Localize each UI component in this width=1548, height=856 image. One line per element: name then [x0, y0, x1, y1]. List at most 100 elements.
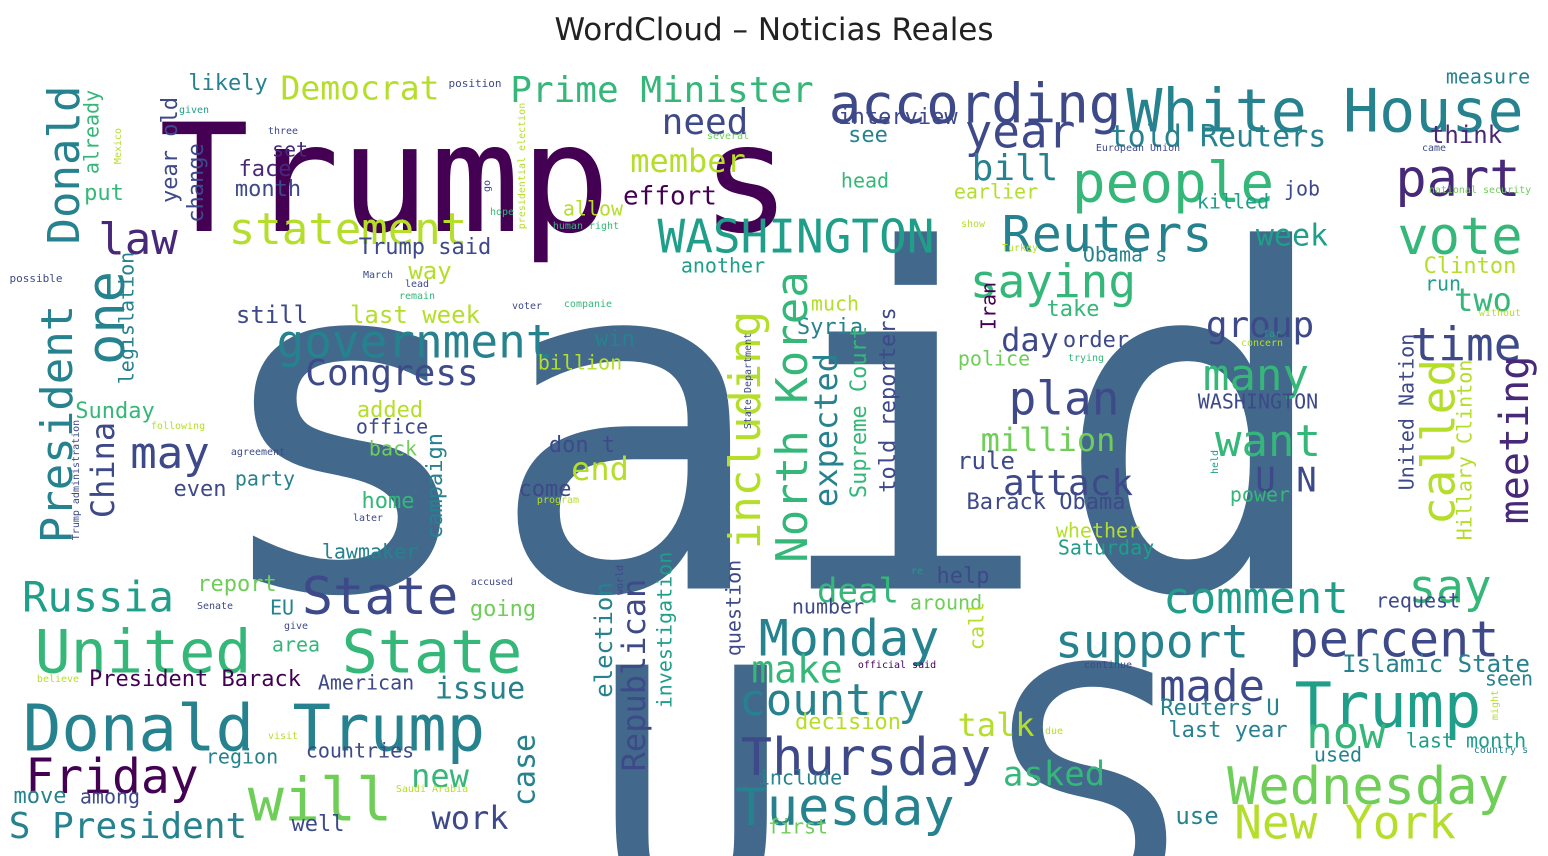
word-people: people	[1072, 151, 1274, 216]
word-week: week	[1256, 219, 1328, 254]
word-much: much	[811, 292, 859, 316]
word-without: without	[1479, 308, 1521, 319]
word-around: around	[910, 591, 982, 615]
word-prime-minister: Prime Minister	[510, 70, 813, 111]
word-government: government	[277, 315, 554, 369]
word-held: held	[1210, 450, 1221, 474]
word-talk: talk	[957, 706, 1034, 744]
word-time: time	[1411, 318, 1522, 372]
word-saturday: Saturday	[1058, 536, 1154, 560]
word-face: face	[239, 157, 292, 182]
word-year-old: year old	[158, 97, 183, 203]
word-sunday: Sunday	[75, 399, 154, 424]
word-law: law	[98, 214, 178, 265]
word-added: added	[357, 398, 423, 423]
word-reuters: Reuters	[1002, 206, 1213, 264]
word-win: win	[595, 327, 635, 352]
word-said: said	[204, 153, 1336, 700]
word-due: due	[1045, 726, 1063, 737]
word-north-korea: North Korea	[767, 271, 818, 562]
word-donald-trump: Donald Trump	[23, 693, 485, 767]
word-national-security: national security	[1429, 185, 1531, 196]
word-several: several	[707, 131, 749, 142]
word-police: police	[958, 347, 1030, 371]
word-interview: interview	[838, 105, 958, 130]
word-come: come	[519, 477, 572, 502]
word-re: re	[911, 566, 923, 577]
word-report: report	[197, 572, 276, 597]
word-countries: countries	[306, 739, 414, 763]
word-came: came	[1422, 143, 1446, 154]
word-march: March	[363, 270, 393, 281]
word-mexico: Mexico	[113, 128, 124, 164]
word-friday: Friday	[25, 749, 198, 805]
word-party: party	[235, 467, 295, 491]
word-say: say	[1408, 560, 1491, 614]
word-job: job	[1284, 177, 1320, 201]
word-election: election	[590, 582, 618, 698]
word-include: include	[758, 766, 842, 790]
word-american: American	[318, 671, 414, 695]
word-continue: continue	[1084, 660, 1132, 671]
word-told-reuters: told Reuters	[1110, 120, 1327, 155]
word-believe: believe	[37, 674, 79, 685]
word-u-n: U N	[1255, 461, 1316, 501]
word-day: day	[1001, 321, 1059, 359]
word-one: one	[77, 271, 137, 365]
word-might: might	[1490, 690, 1501, 720]
word-work: work	[431, 799, 508, 837]
word-companie: companie	[564, 299, 612, 310]
word-order: order	[1063, 328, 1129, 353]
word-need: need	[662, 102, 749, 143]
word-new: new	[411, 757, 470, 795]
word-saudi-arabia: Saudi Arabia	[396, 784, 468, 795]
word-request: request	[1376, 589, 1460, 613]
word-run: run	[1425, 272, 1461, 296]
word-going: going	[470, 597, 536, 622]
word-agreement: agreement	[231, 447, 285, 458]
word-barack-obama: Barack Obama	[967, 490, 1126, 515]
word-china: China	[84, 422, 122, 518]
word-meeting: meeting	[1492, 356, 1538, 525]
word-hope: hope	[490, 207, 514, 218]
word-lawmaker: lawmaker	[322, 540, 418, 564]
word-head: head	[841, 169, 889, 193]
word-decision: decision	[795, 710, 901, 735]
word-way: way	[408, 257, 451, 285]
word-trump-said: Trump said	[359, 235, 491, 260]
word-monday: Monday	[759, 610, 940, 668]
word-still: still	[236, 301, 308, 329]
word-supreme-court: Supreme Court	[847, 326, 872, 498]
word-called: called	[1412, 359, 1466, 525]
word-clinton: Clinton	[1424, 254, 1517, 279]
word-month: month	[235, 177, 301, 202]
word-power: power	[1230, 483, 1290, 507]
word-plan: plan	[1009, 372, 1120, 426]
word-comment: comment	[1163, 573, 1348, 624]
word-made: made	[1159, 661, 1265, 712]
word-billion: billion	[538, 351, 622, 375]
word-trump-s: Trump s	[159, 93, 791, 267]
word-vote: vote	[1397, 207, 1522, 267]
word-reuters-u: Reuters U	[1160, 696, 1279, 721]
word-area: area	[272, 633, 320, 657]
word-voter: voter	[512, 301, 542, 312]
word-take: take	[1047, 297, 1100, 322]
word-help: help	[937, 564, 990, 589]
word-country-s: country s	[1474, 745, 1528, 756]
word-percent: percent	[1289, 611, 1500, 669]
word-number: number	[792, 595, 864, 619]
word-position: position	[449, 77, 502, 90]
word-world: world	[615, 565, 626, 595]
word-far: far	[1263, 329, 1281, 340]
word-part: part	[1395, 149, 1520, 209]
word-many: many	[1203, 350, 1309, 401]
word-president: President	[32, 305, 83, 543]
word-statement: statement	[229, 204, 467, 255]
word-obama-s: Obama s	[1083, 243, 1167, 267]
word-support: support	[1055, 615, 1249, 669]
word-may: may	[130, 428, 209, 479]
word-campaign: campaign	[423, 433, 448, 539]
